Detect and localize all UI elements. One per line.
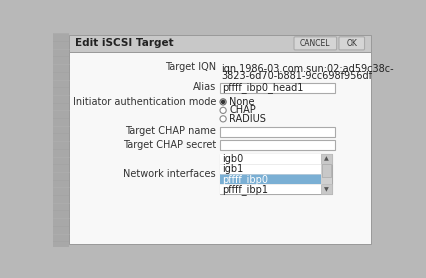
FancyBboxPatch shape [338,37,364,50]
Bar [219,154,320,194]
Text: igb0: igb0 [222,154,243,164]
Text: Edit iSCSI Target: Edit iSCSI Target [75,38,173,48]
Text: 3823-6d70-b881-9cc698f956df: 3823-6d70-b881-9cc698f956df [221,71,371,81]
Bar [219,154,331,194]
Bar [320,154,331,194]
Text: pffff_ibp0: pffff_ibp0 [222,174,268,185]
Text: pffff_ibp1: pffff_ibp1 [222,184,268,195]
Text: Alias: Alias [193,82,216,92]
Bar [219,126,334,136]
Text: RADIUS: RADIUS [229,114,265,124]
Bar [69,35,370,52]
Bar [320,154,331,164]
Bar [69,52,370,244]
Bar [320,184,331,194]
Text: Target CHAP secret: Target CHAP secret [123,140,216,150]
Bar [219,83,334,93]
Circle shape [221,100,224,103]
Text: iqn.1986-03.com.sun:02:ad59c38c-: iqn.1986-03.com.sun:02:ad59c38c- [221,64,393,74]
Text: None: None [229,97,254,107]
Text: igb1: igb1 [222,164,243,174]
Bar [219,174,320,184]
Circle shape [219,99,226,105]
Bar [219,140,334,150]
Circle shape [219,116,226,122]
Circle shape [219,107,226,113]
Text: Target IQN: Target IQN [164,62,216,72]
FancyBboxPatch shape [294,37,336,50]
Text: ▲: ▲ [323,157,328,162]
Bar [321,164,330,177]
Text: OK: OK [345,39,357,48]
Text: Network interfaces: Network interfaces [123,169,216,179]
Text: pffff_ibp0_head1: pffff_ibp0_head1 [222,82,303,93]
Text: Target CHAP name: Target CHAP name [125,126,216,136]
Text: ▼: ▼ [323,187,328,192]
Text: CANCEL: CANCEL [299,39,330,48]
Text: Initiator authentication mode: Initiator authentication mode [72,97,216,107]
Text: CHAP: CHAP [229,105,256,115]
Bar [53,33,69,247]
